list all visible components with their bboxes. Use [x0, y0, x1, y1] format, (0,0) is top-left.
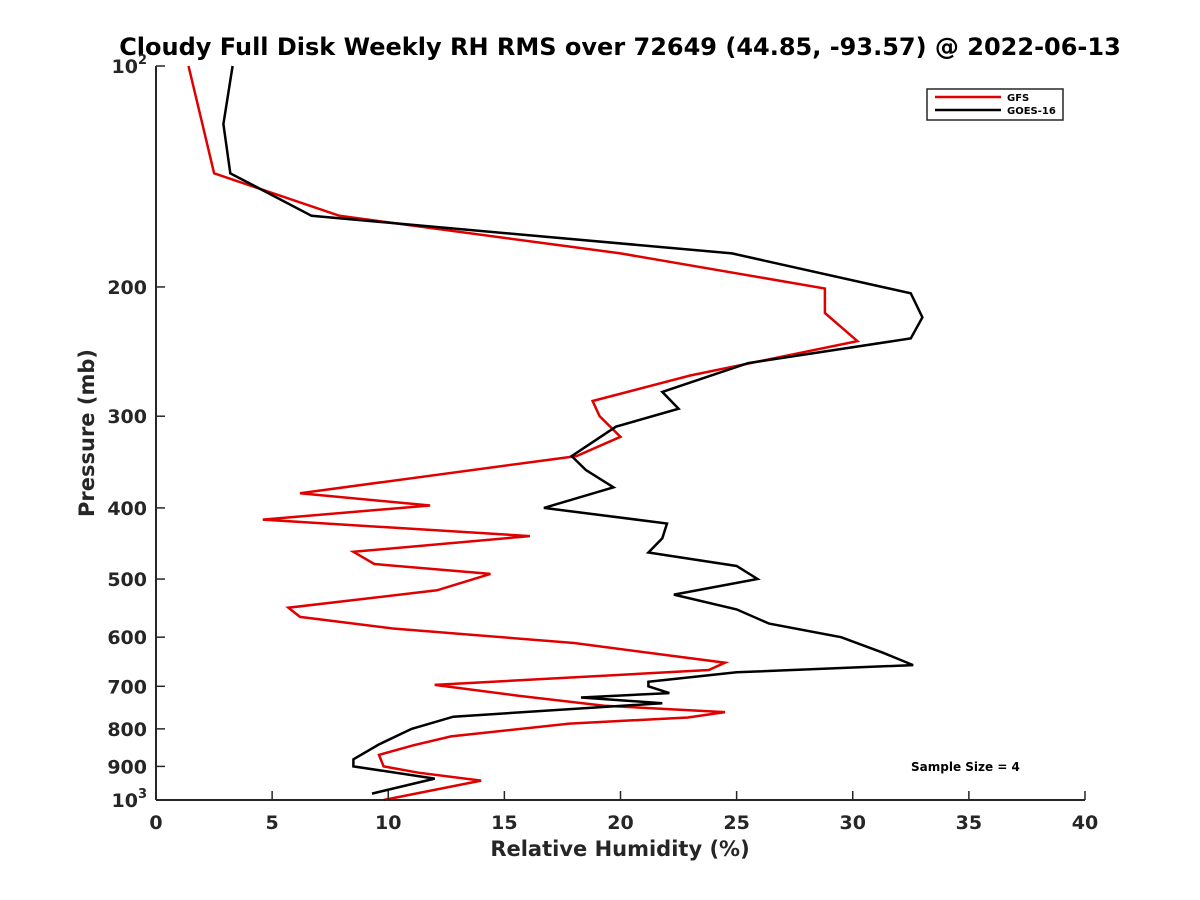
y-tick-label: 200 [107, 277, 147, 299]
x-tick-label: 5 [266, 812, 279, 834]
series-line-gfs [187, 65, 861, 802]
y-tick-label: 900 [107, 756, 147, 778]
x-tick-label: 15 [491, 812, 517, 834]
x-tick-label: 40 [1072, 812, 1098, 834]
legend-label-goes16: GOES-16 [1007, 106, 1056, 117]
y-axis-label: Pressure (mb) [75, 349, 99, 517]
y-tick-label: 400 [107, 498, 147, 520]
y-tick-label: 500 [107, 569, 147, 591]
sample-size-annotation: Sample Size = 4 [911, 760, 1020, 774]
x-ticks: 0 5 10 15 20 25 30 35 40 [149, 791, 1098, 834]
y-tick-label: 103 [112, 787, 148, 812]
y-tick-label: 800 [107, 719, 147, 741]
y-ticks: 102 200 300 400 500 600 700 800 900 103 [107, 53, 165, 812]
x-axis-label: Relative Humidity (%) [490, 837, 749, 861]
y-tick-label: 600 [107, 627, 147, 649]
legend-label-gfs: GFS [1007, 93, 1029, 104]
legend: GFS GOES-16 [926, 88, 1064, 121]
legend-box [926, 88, 1064, 121]
x-tick-label: 0 [149, 812, 162, 834]
x-tick-label: 35 [956, 812, 982, 834]
series-layer [187, 65, 924, 802]
series-line-goes16 [222, 65, 924, 795]
x-tick-label: 10 [375, 812, 401, 834]
x-tick-label: 30 [840, 812, 866, 834]
x-tick-label: 20 [607, 812, 633, 834]
chart-title: Cloudy Full Disk Weekly RH RMS over 7264… [119, 33, 1121, 61]
y-tick-label: 102 [112, 53, 148, 78]
x-tick-label: 25 [723, 812, 749, 834]
y-tick-label: 300 [107, 406, 147, 428]
y-tick-label: 700 [107, 676, 147, 698]
